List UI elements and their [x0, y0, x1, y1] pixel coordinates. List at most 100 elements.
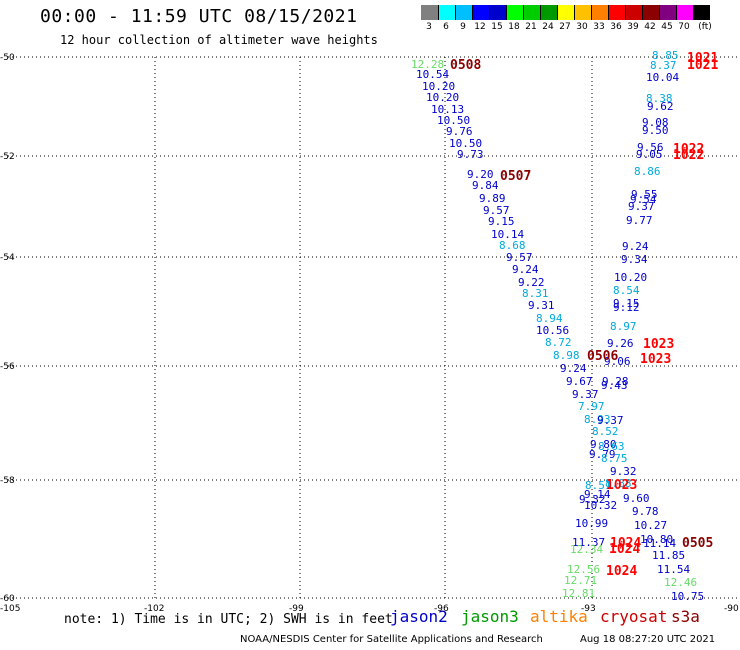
scale-swatch-10 [591, 5, 608, 20]
x-tick-label: -90 [724, 604, 739, 614]
time-label: 1021 [687, 51, 718, 66]
note-text: note: 1) Time is in UTC; 2) SWH is in fe… [64, 612, 393, 627]
wave-height-reading: 8.72 [545, 336, 572, 349]
wave-height-reading: 9.24 [622, 240, 649, 253]
wave-height-reading: 12.46 [664, 576, 697, 589]
wave-height-reading: 9.84 [472, 179, 499, 192]
wave-height-reading: 8.86 [634, 165, 661, 178]
wave-height-reading: 12.81 [562, 587, 595, 600]
wave-height-reading: 8.88 [605, 477, 632, 490]
scale-label: 30 [576, 22, 588, 32]
scale-swatch-12 [625, 5, 642, 20]
x-tick-label: -96 [434, 604, 449, 614]
wave-height-reading: 10.14 [491, 228, 524, 241]
wave-height-reading: 10.56 [536, 324, 569, 337]
wave-height-reading: 10.27 [634, 519, 667, 532]
wave-height-reading: 9.15 [613, 297, 640, 310]
time-label: 1022 [673, 148, 704, 163]
y-tick-label: -56 [0, 362, 15, 372]
scale-swatch-4 [489, 5, 506, 20]
time-label: 1021 [687, 58, 718, 73]
wave-height-reading: 9.89 [479, 192, 506, 205]
wave-height-reading: 9.15 [488, 215, 515, 228]
wave-height-reading: 9.24 [560, 362, 587, 375]
scale-swatch-13 [642, 5, 659, 20]
time-label: 1023 [643, 337, 674, 352]
wave-height-reading: 9.77 [626, 214, 653, 227]
scale-swatch-7 [540, 5, 557, 20]
wave-height-reading: 11.85 [652, 549, 685, 562]
scale-swatch-3 [472, 5, 489, 20]
wave-height-reading: 12.28 [411, 58, 444, 71]
wave-height-reading: 9.08 [642, 116, 669, 129]
wave-height-reading: 9.62 [647, 100, 674, 113]
wave-height-reading: 10.20 [422, 80, 455, 93]
wave-height-reading: 8.68 [499, 239, 526, 252]
scale-label: 36 [610, 22, 622, 32]
wave-height-reading: 7.97 [578, 400, 605, 413]
time-label: 0508 [450, 58, 481, 73]
wave-height-reading: 9.73 [457, 148, 484, 161]
wave-height-reading: 9.76 [446, 125, 473, 138]
wave-height-reading: 9.78 [632, 505, 659, 518]
wave-height-reading: 9.54 [630, 193, 657, 206]
wave-height-reading: 8.85 [652, 49, 679, 62]
scale-swatch-16 [693, 5, 710, 20]
wave-height-reading: 8.94 [536, 312, 563, 325]
scale-swatch-0 [421, 5, 438, 20]
time-label: 0505 [682, 536, 713, 551]
time-label: 1023 [606, 478, 637, 493]
scale-label: 39 [627, 22, 639, 32]
wave-height-reading: 8.37 [650, 59, 677, 72]
scale-swatch-14 [659, 5, 676, 20]
scale-swatch-2 [455, 5, 472, 20]
wave-height-reading: 9.56 [637, 141, 664, 154]
page-subtitle: 12 hour collection of altimeter wave hei… [60, 33, 378, 47]
wave-height-reading: 9.57 [506, 251, 533, 264]
y-tick-label: -50 [0, 53, 15, 63]
time-label: 0507 [500, 169, 531, 184]
wave-height-reading: 10.20 [614, 271, 647, 284]
wave-height-reading: 9.14 [584, 488, 611, 501]
wave-height-reading: 9.06 [604, 355, 631, 368]
scale-label: 70 [678, 22, 690, 32]
wave-height-reading: 9.43 [601, 379, 628, 392]
scale-swatch-6 [523, 5, 540, 20]
wave-height-reading: 11.54 [657, 563, 690, 576]
scale-swatch-5 [506, 5, 523, 20]
y-tick-label: -54 [0, 253, 15, 263]
wave-height-reading: 8.98 [553, 349, 580, 362]
scale-swatch-9 [574, 5, 591, 20]
wave-height-reading: 10.54 [416, 68, 449, 81]
scale-label: 27 [559, 22, 571, 32]
scale-label: 15 [491, 22, 503, 32]
wave-height-reading: 8.75 [601, 452, 628, 465]
wave-height-reading: 9.37 [572, 388, 599, 401]
page-title: 00:00 - 11:59 UTC 08/15/2021 [40, 6, 358, 27]
wave-height-reading: 9.67 [566, 375, 593, 388]
color-scale [421, 5, 710, 20]
x-tick-label: -102 [144, 604, 164, 614]
wave-height-reading: 9.31 [528, 299, 555, 312]
legend-item-s3a: s3a [671, 607, 700, 626]
wave-height-reading: 9.32 [610, 465, 637, 478]
legend-item-cryosat: cryosat [600, 607, 668, 626]
legend-item-altika: altika [530, 607, 588, 626]
y-tick-label: -52 [0, 152, 15, 162]
x-tick-label: -105 [0, 604, 20, 614]
wave-height-reading: 9.55 [631, 188, 658, 201]
wave-height-reading: 9.57 [483, 204, 510, 217]
time-label: 1023 [640, 352, 671, 367]
wave-height-reading: 8.52 [592, 425, 619, 438]
credit-text: NOAA/NESDIS Center for Satellite Applica… [240, 634, 543, 645]
wave-height-reading: 8.38 [646, 92, 673, 105]
scale-swatch-8 [557, 5, 574, 20]
x-tick-label: -93 [581, 604, 596, 614]
wave-height-reading: 8.97 [610, 320, 637, 333]
scale-label: 6 [443, 22, 449, 32]
wave-height-reading: 11.37 [572, 536, 605, 549]
wave-height-reading: 8.31 [522, 287, 549, 300]
wave-height-reading: 10.50 [437, 114, 470, 127]
wave-height-reading: 8.63 [598, 440, 625, 453]
